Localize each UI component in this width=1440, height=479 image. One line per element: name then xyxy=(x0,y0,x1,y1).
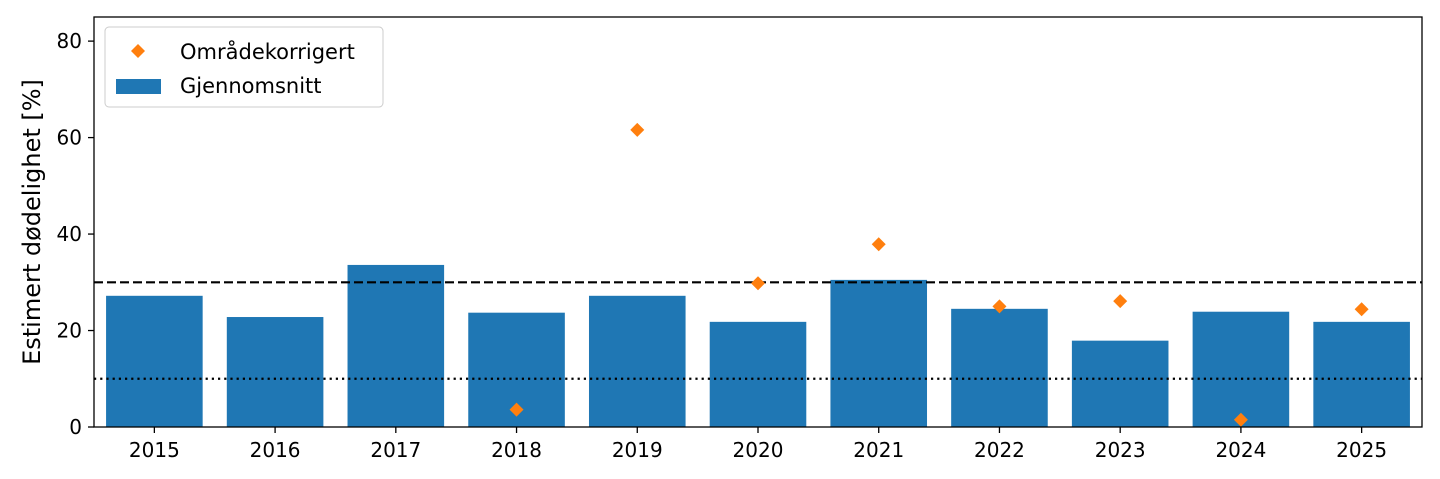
point-2022 xyxy=(992,299,1007,314)
x-tick-label: 2016 xyxy=(250,438,301,462)
bar-2022 xyxy=(951,308,1048,427)
point-2021 xyxy=(871,237,886,252)
y-tick-label: 20 xyxy=(57,319,82,343)
x-axis: 2015 2016 2017 2018 2019 2020 2021 2022 2023 2024… xyxy=(129,427,1387,462)
x-tick-label: 2023 xyxy=(1095,438,1146,462)
point-2024 xyxy=(1233,412,1248,427)
points-layer xyxy=(509,122,1369,427)
legend-label-gjennomsnitt: Gjennomsnitt xyxy=(180,74,322,98)
x-tick-label: 2024 xyxy=(1215,438,1266,462)
bar-2023 xyxy=(1071,340,1169,427)
legend: Områdekorrigert Gjennomsnitt xyxy=(104,26,384,108)
y-axis-title: Estimert dødelighet [%] xyxy=(18,79,46,365)
bar-2017 xyxy=(347,264,445,427)
point-2019 xyxy=(630,122,645,137)
x-tick-label: 2017 xyxy=(370,438,421,462)
point-2018 xyxy=(509,402,524,417)
legend-label-omradekorrigert: Områdekorrigert xyxy=(180,39,355,64)
x-tick-label: 2025 xyxy=(1336,438,1387,462)
bar-2021 xyxy=(830,279,928,427)
y-tick-label: 80 xyxy=(57,29,82,53)
point-2023 xyxy=(1113,294,1128,309)
x-tick-label: 2019 xyxy=(612,438,663,462)
x-tick-label: 2022 xyxy=(974,438,1025,462)
bar-2016 xyxy=(226,317,324,427)
bar-2024 xyxy=(1192,311,1290,427)
legend-bar-swatch xyxy=(116,79,161,94)
y-tick-label: 40 xyxy=(57,222,82,246)
legend-box xyxy=(104,26,384,108)
legend-diamond-marker xyxy=(131,44,145,58)
bar-2019 xyxy=(588,295,686,427)
point-2020 xyxy=(751,276,765,291)
bar-2025 xyxy=(1313,321,1410,427)
y-axis: 0 20 40 60 80 xyxy=(57,29,94,439)
point-2025 xyxy=(1354,302,1369,317)
bar-2015 xyxy=(106,295,203,427)
x-tick-label: 2015 xyxy=(129,438,180,462)
bar-2020 xyxy=(709,321,807,427)
x-tick-label: 2021 xyxy=(853,438,904,462)
y-tick-label: 0 xyxy=(69,415,82,439)
bars-layer xyxy=(106,264,1410,427)
x-tick-label: 2018 xyxy=(491,438,542,462)
y-tick-label: 60 xyxy=(57,126,82,150)
x-tick-label: 2020 xyxy=(733,438,784,462)
